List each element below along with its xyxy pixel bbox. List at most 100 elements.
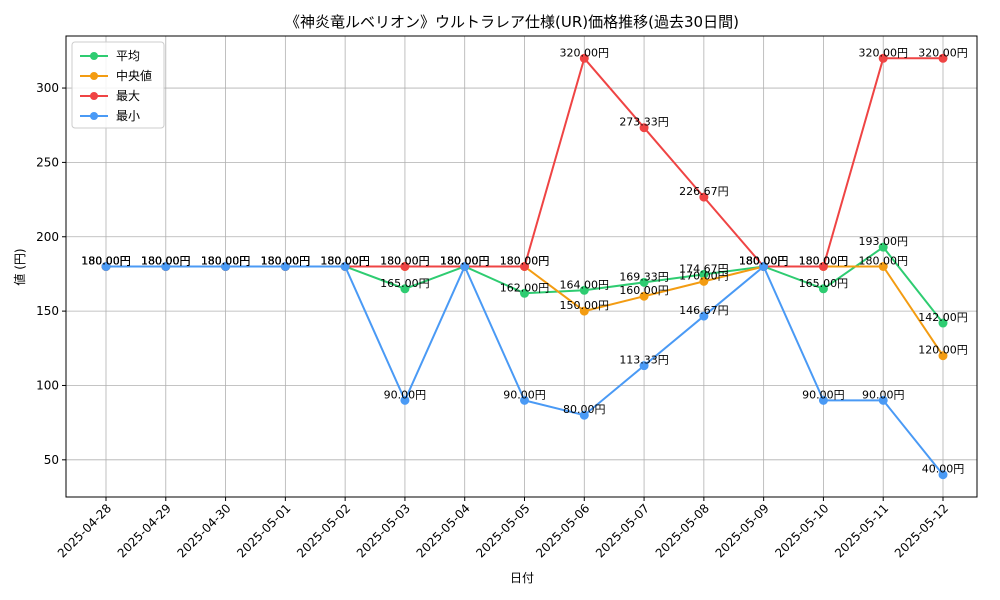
legend-label: 最大 xyxy=(116,89,140,103)
data-label: 180.00円 xyxy=(201,255,251,268)
data-label: 90.00円 xyxy=(503,388,546,401)
data-label: 180.00円 xyxy=(858,255,908,268)
x-tick-label: 2025-05-01 xyxy=(234,501,293,560)
data-point xyxy=(938,318,948,328)
x-tick-label: 2025-05-02 xyxy=(294,501,353,560)
data-label: 90.00円 xyxy=(862,388,905,401)
data-label: 120.00円 xyxy=(918,344,968,357)
data-point xyxy=(878,53,888,63)
data-point xyxy=(221,262,231,271)
data-label: 180.00円 xyxy=(440,255,490,268)
legend-marker xyxy=(90,92,98,100)
series-lines xyxy=(101,53,948,480)
chart-title: 《神炎竜ルベリオン》ウルトラレア仕様(UR)価格推移(過去30日間) xyxy=(285,13,739,31)
data-label: 180.00円 xyxy=(440,255,490,268)
x-tick-label: 2025-05-09 xyxy=(713,501,772,560)
y-tick-label: 100 xyxy=(36,378,59,392)
data-label: 180.00円 xyxy=(380,255,430,268)
y-tick-label: 250 xyxy=(36,155,59,169)
y-tick-label: 200 xyxy=(36,230,59,244)
data-label: 180.00円 xyxy=(81,255,131,268)
legend-box xyxy=(71,41,165,129)
y-tick-label: 50 xyxy=(44,453,59,467)
x-tick-label: 2025-04-28 xyxy=(55,501,114,560)
data-label: 113.33円 xyxy=(619,354,669,367)
data-label: 180.00円 xyxy=(261,255,311,268)
data-point xyxy=(759,262,769,271)
data-point xyxy=(400,262,410,271)
data-label: 180.00円 xyxy=(500,255,550,268)
data-point xyxy=(579,410,589,420)
data-point xyxy=(699,311,709,321)
data-label: 180.00円 xyxy=(141,255,191,268)
x-tick-label: 2025-04-30 xyxy=(174,501,233,560)
data-label: 40.00円 xyxy=(922,463,965,476)
legend-marker xyxy=(90,72,98,80)
legend-label: 平均 xyxy=(116,49,140,63)
data-label: 180.00円 xyxy=(440,255,490,268)
data-point xyxy=(639,361,649,371)
x-tick-label: 2025-05-12 xyxy=(892,501,951,560)
data-point xyxy=(938,53,948,63)
data-label: 180.00円 xyxy=(201,255,251,268)
data-label: 180.00円 xyxy=(261,255,311,268)
legend-marker xyxy=(90,52,98,60)
data-point xyxy=(878,262,888,271)
data-label: 169.33円 xyxy=(619,270,669,283)
data-label: 180.00円 xyxy=(380,255,430,268)
data-label: 180.00円 xyxy=(799,255,849,268)
data-point xyxy=(161,262,171,271)
data-point xyxy=(400,395,410,405)
data-point xyxy=(639,277,649,287)
data-label: 180.00円 xyxy=(201,255,251,268)
data-point xyxy=(101,262,111,271)
data-label: 160.00円 xyxy=(619,284,669,297)
data-label: 180.00円 xyxy=(320,255,370,268)
data-label: 90.00円 xyxy=(802,388,845,401)
data-label: 193.00円 xyxy=(858,235,908,248)
data-point xyxy=(878,395,888,405)
data-label: 180.00円 xyxy=(81,255,131,268)
data-label: 180.00円 xyxy=(81,255,131,268)
data-label: 165.00円 xyxy=(380,277,430,290)
data-label: 150.00円 xyxy=(560,299,610,312)
legend-label: 最小 xyxy=(116,109,140,123)
data-label: 142.00円 xyxy=(918,311,968,324)
data-point xyxy=(818,262,828,271)
data-point xyxy=(938,351,948,361)
data-label: 226.67円 xyxy=(679,185,729,198)
data-label: 180.00円 xyxy=(81,255,131,268)
data-label: 180.00円 xyxy=(320,255,370,268)
data-point xyxy=(579,53,589,63)
data-label: 180.00円 xyxy=(739,255,789,268)
data-label: 180.00円 xyxy=(141,255,191,268)
data-label: 273.33円 xyxy=(619,116,669,129)
data-label: 174.67円 xyxy=(679,262,729,275)
data-label: 180.00円 xyxy=(320,255,370,268)
x-tick-label: 2025-05-07 xyxy=(593,501,652,560)
data-label: 320.00円 xyxy=(858,46,908,59)
data-label: 180.00円 xyxy=(141,255,191,268)
legend-label: 中央値 xyxy=(116,68,152,83)
data-point xyxy=(579,306,589,316)
data-label: 165.00円 xyxy=(799,277,849,290)
data-label: 90.00円 xyxy=(384,388,427,401)
data-label: 80.00円 xyxy=(563,403,606,416)
data-labels: 180.00円 180.00円 180.00円 180.00円 180.00円 165.0… xyxy=(81,46,968,475)
data-label: 180.00円 xyxy=(500,255,550,268)
data-label: 180.00円 xyxy=(739,255,789,268)
x-tick-label: 2025-05-11 xyxy=(832,501,891,560)
data-label: 180.00円 xyxy=(739,255,789,268)
data-point xyxy=(818,395,828,405)
plot-area-frame xyxy=(65,35,978,498)
data-label: 180.00円 xyxy=(320,255,370,268)
x-tick-label: 2025-05-04 xyxy=(414,501,473,560)
x-tick-label: 2025-05-03 xyxy=(354,501,413,560)
data-label: 162.00円 xyxy=(500,281,550,294)
x-axis: 2025-04-28 2025-04-29 2025-04-30 2025-05-01… xyxy=(55,497,951,560)
y-axis-label: 値 (円) xyxy=(12,248,27,285)
data-point xyxy=(699,192,709,202)
data-point xyxy=(400,284,410,294)
data-label: 180.00円 xyxy=(201,255,251,268)
